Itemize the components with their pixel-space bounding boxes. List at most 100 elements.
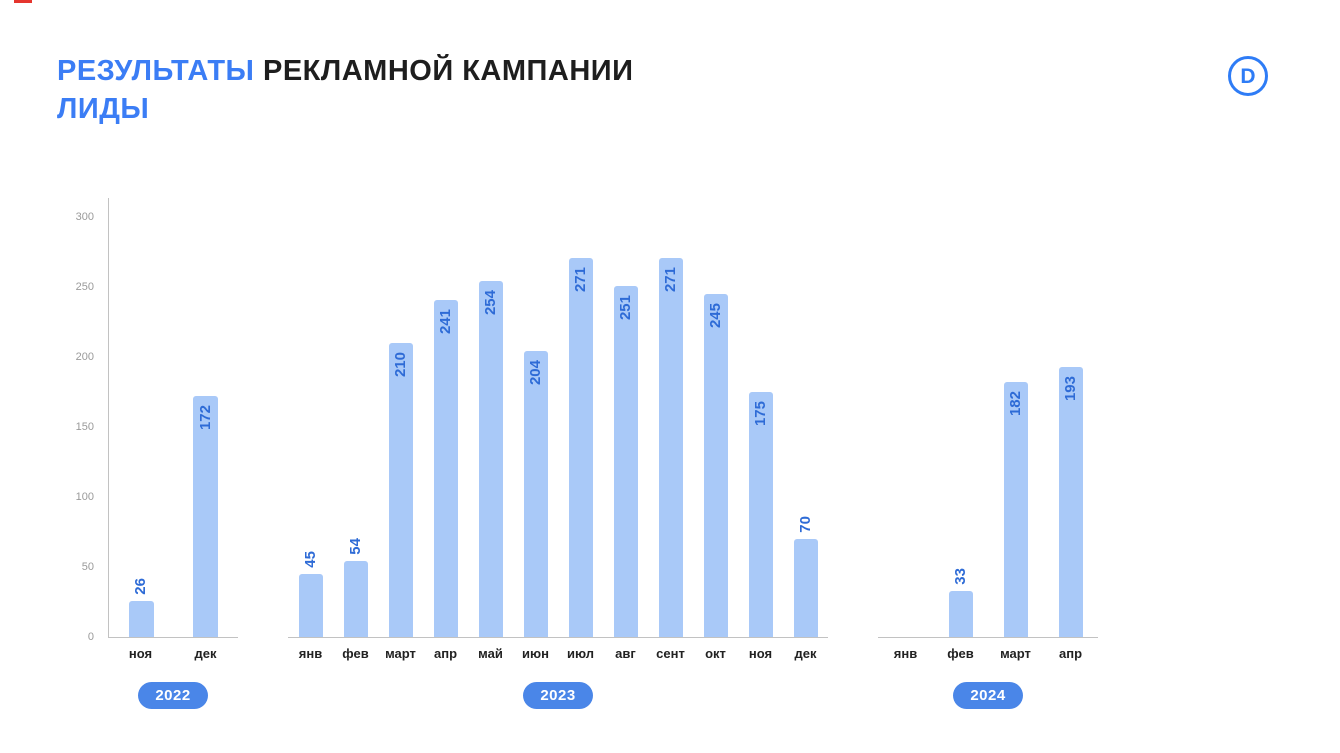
bar-cell: 172 xyxy=(174,198,239,637)
bar-cell: 33 xyxy=(933,198,988,637)
bar-cell: 54 xyxy=(333,198,378,637)
bar-cell: 175 xyxy=(738,198,783,637)
bar-cell: 204 xyxy=(513,198,558,637)
page-title: РЕЗУЛЬТАТЫ РЕКЛАМНОЙ КАМПАНИИ xyxy=(57,52,633,90)
y-tick-100: 100 xyxy=(75,491,94,503)
slide-accent-mark xyxy=(14,0,32,3)
bar-2023-апр: 241 xyxy=(433,300,458,637)
bar-value-label: 241 xyxy=(436,309,454,335)
month-label-июл: июл xyxy=(566,646,595,661)
bar-2023-июл: 271 xyxy=(568,258,593,637)
bar-2023-янв: 45 xyxy=(298,551,323,637)
bar-2023-окт: 245 xyxy=(703,294,728,637)
month-labels-2023: янв фев март апр май июн июл авг сент окт ноя дек xyxy=(288,646,828,670)
month-label-янв: янв xyxy=(893,646,918,661)
bar-cell: 271 xyxy=(558,198,603,637)
month-label-дек: дек xyxy=(794,646,817,661)
bar-cell: 210 xyxy=(378,198,423,637)
month-labels-2024: янв фев март апр xyxy=(878,646,1098,670)
month-label-окт: окт xyxy=(705,646,726,661)
y-tick-0: 0 xyxy=(87,631,94,643)
bar-cell: 245 xyxy=(693,198,738,637)
bar-cell: 70 xyxy=(783,198,828,637)
bar-value-label: 245 xyxy=(706,303,724,329)
bar-cell: 193 xyxy=(1043,198,1098,637)
plot-area-2022: 26 172 xyxy=(108,198,238,638)
month-label-апр: апр xyxy=(433,646,458,661)
chart-group-2024: 33 182 193 янв фев март апр 2024 xyxy=(878,198,1098,712)
y-tick-150: 150 xyxy=(75,421,94,433)
month-label-авг: авг xyxy=(615,646,636,661)
month-labels-2022: ноя дек xyxy=(108,646,238,670)
bar-2023-авг: 251 xyxy=(613,286,638,637)
bar-value-label: 271 xyxy=(571,267,589,293)
month-label-март: март xyxy=(1000,646,1031,661)
bar-2023-март: 210 xyxy=(388,343,413,637)
y-tick-300: 300 xyxy=(75,211,94,223)
bar-value-label: 193 xyxy=(1061,376,1079,402)
year-badge-row: 2022 xyxy=(108,682,238,712)
month-label-июн: июн xyxy=(522,646,549,661)
month-label-ноя: ноя xyxy=(128,646,153,661)
month-label-фев: фев xyxy=(947,646,974,661)
chart-group-2023: 45 54 210 241 254 204 271 251 271 245 175 70 янв фев м… xyxy=(288,198,828,712)
month-label-май: май xyxy=(478,646,503,661)
year-badge-2023: 2023 xyxy=(523,682,593,709)
bar-cell xyxy=(878,198,933,637)
brand-logo: D xyxy=(1228,56,1268,96)
bar-value-label: 33 xyxy=(951,568,969,585)
bar-2023-фев: 54 xyxy=(343,538,368,637)
month-label-дек: дек xyxy=(194,646,217,661)
bar-cell: 271 xyxy=(648,198,693,637)
plot-area-2023: 45 54 210 241 254 204 271 251 271 245 175 70 xyxy=(288,198,828,638)
month-label-сент: сент xyxy=(656,646,685,661)
year-badge-2022: 2022 xyxy=(138,682,208,709)
page-subtitle: ЛИДЫ xyxy=(57,93,150,126)
bar-value-label: 45 xyxy=(301,551,319,568)
bar-value-label: 175 xyxy=(751,401,769,427)
month-label-фев: фев xyxy=(342,646,369,661)
y-tick-50: 50 xyxy=(81,561,94,573)
year-badge-2024: 2024 xyxy=(953,682,1023,709)
bar-2022-дек: 172 xyxy=(193,396,219,637)
bar-2023-май: 254 xyxy=(478,281,503,637)
month-label-янв: янв xyxy=(298,646,323,661)
leads-bar-chart: 0 50 100 150 200 250 300 26 172 ноя дек 2022 45 54 21… xyxy=(60,198,1098,712)
bar-value-label: 254 xyxy=(481,290,499,316)
bar-2022-ноя: 26 xyxy=(128,578,154,637)
bar-value-label: 26 xyxy=(132,578,150,595)
bar-value-label: 70 xyxy=(796,516,814,533)
bar-2024-март: 182 xyxy=(1003,382,1028,637)
bar-value-label: 251 xyxy=(616,295,634,321)
title-highlight: РЕЗУЛЬТАТЫ xyxy=(57,55,255,87)
month-label-апр: апр xyxy=(1058,646,1083,661)
bar-2023-июн: 204 xyxy=(523,351,548,637)
bar-cell: 251 xyxy=(603,198,648,637)
logo-letter: D xyxy=(1240,64,1256,88)
bar-value-label: 271 xyxy=(661,267,679,293)
month-label-март: март xyxy=(385,646,416,661)
month-label-ноя: ноя xyxy=(748,646,773,661)
bar-2023-дек: 70 xyxy=(793,516,818,637)
bar-cell: 26 xyxy=(109,198,174,637)
chart-groups: 26 172 ноя дек 2022 45 54 210 241 254 204 271 251 271… xyxy=(108,198,1098,712)
y-tick-200: 200 xyxy=(75,351,94,363)
bar-2024-апр: 193 xyxy=(1058,367,1083,637)
bar-cell: 182 xyxy=(988,198,1043,637)
page-header: РЕЗУЛЬТАТЫ РЕКЛАМНОЙ КАМПАНИИ ЛИДЫ xyxy=(57,52,633,129)
bar-value-label: 210 xyxy=(391,352,409,378)
chart-group-2022: 26 172 ноя дек 2022 xyxy=(108,198,238,712)
bar-2023-ноя: 175 xyxy=(748,392,773,637)
bar-cell: 45 xyxy=(288,198,333,637)
bar-value-label: 172 xyxy=(196,405,214,431)
plot-area-2024: 33 182 193 xyxy=(878,198,1098,638)
bar-value-label: 204 xyxy=(526,360,544,386)
year-badge-row: 2023 xyxy=(288,682,828,712)
bar-cell: 254 xyxy=(468,198,513,637)
y-tick-250: 250 xyxy=(75,281,94,293)
bar-2024-фев: 33 xyxy=(948,568,973,637)
year-badge-row: 2024 xyxy=(878,682,1098,712)
title-rest: РЕКЛАМНОЙ КАМПАНИИ xyxy=(254,55,634,87)
y-axis: 0 50 100 150 200 250 300 xyxy=(60,198,100,643)
bar-2023-сент: 271 xyxy=(658,258,683,637)
